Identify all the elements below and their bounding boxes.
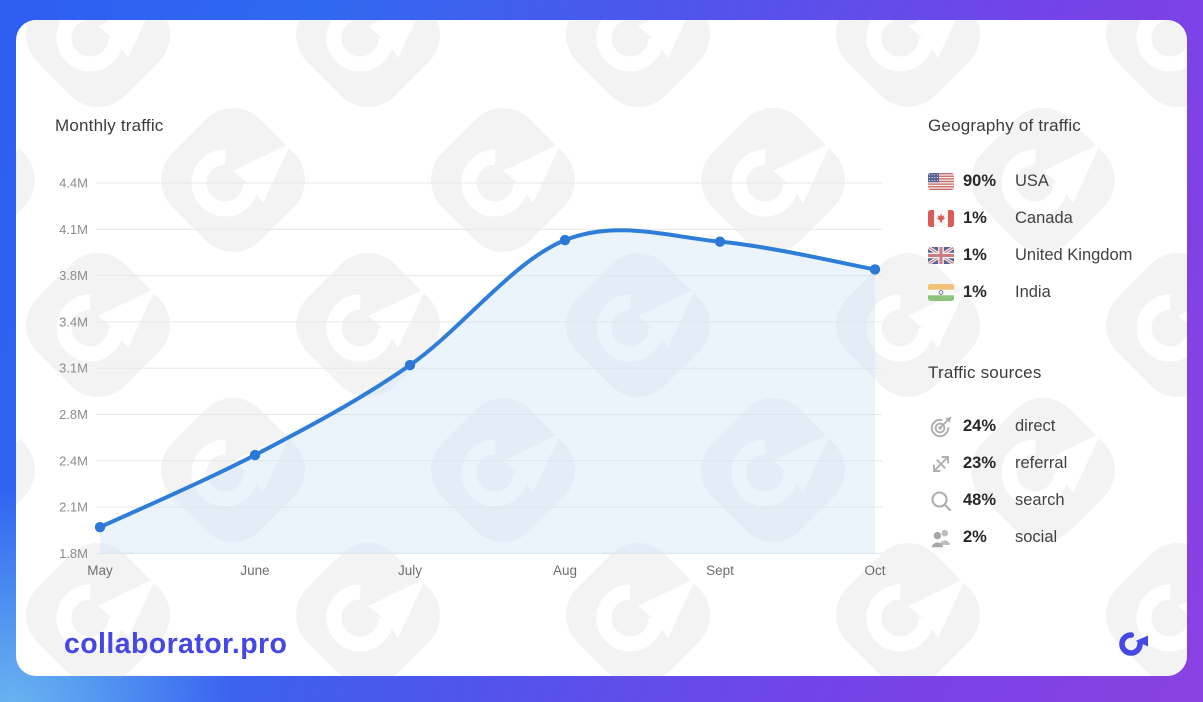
source-row: 23% referral <box>928 445 1186 482</box>
data-point-june[interactable] <box>249 449 261 461</box>
traffic-report-card: Monthly traffic 4.4M 4.1M 3.8M 3.4M 3.1M 2.8M… <box>16 20 1187 676</box>
collaborator-logo-icon <box>1119 632 1148 656</box>
data-point-may[interactable] <box>94 521 106 533</box>
y-axis-tick-label: 2.1M <box>59 500 88 515</box>
percent-value: 2% <box>963 528 987 546</box>
data-point-oct[interactable] <box>869 264 881 275</box>
y-axis-tick-label: 4.1M <box>59 222 88 237</box>
y-axis-tick-label: 3.4M <box>59 314 88 329</box>
y-axis-tick-label: 4.4M <box>59 176 88 191</box>
percent-value: 48% <box>963 491 997 509</box>
percent-value: 1% <box>963 209 987 227</box>
percent-value: 24% <box>963 417 997 435</box>
x-axis-tick-label: June <box>240 563 269 578</box>
x-axis-tick-label: May <box>87 563 113 578</box>
y-axis-tick-label: 1.8M <box>59 546 88 561</box>
data-point-aug[interactable] <box>559 234 571 246</box>
chart-title: Monthly traffic <box>55 116 164 135</box>
geography-title: Geography of traffic <box>928 116 1081 135</box>
x-axis-tick-label: Oct <box>864 563 885 578</box>
data-point-july[interactable] <box>404 359 416 371</box>
percent-value: 1% <box>963 283 987 301</box>
country-name: United Kingdom <box>1015 246 1133 264</box>
source-name: search <box>1015 491 1065 509</box>
brand-link[interactable]: collaborator.pro <box>64 628 288 660</box>
source-name: direct <box>1015 417 1056 435</box>
referral-arrows-icon <box>928 455 954 472</box>
percent-value: 23% <box>963 454 997 472</box>
india-flag-icon <box>928 284 954 301</box>
target-icon <box>928 416 954 437</box>
monthly-traffic-chart: 4.4M 4.1M 3.8M 3.4M 3.1M 2.8M 2.4M 2.1M 1.8M May J… <box>40 146 890 591</box>
country-name: USA <box>1015 172 1049 190</box>
percent-value: 90% <box>963 172 997 190</box>
uk-flag-icon <box>928 247 954 264</box>
country-name: Canada <box>1015 209 1073 227</box>
canada-flag-icon <box>928 210 954 227</box>
x-axis-tick-label: Aug <box>553 563 577 578</box>
source-row: 48% search <box>928 482 1186 519</box>
x-axis-tick-label: July <box>398 563 422 578</box>
logo-watermark-pattern <box>16 20 1187 676</box>
source-row: 2% social <box>928 519 1186 556</box>
sources-title: Traffic sources <box>928 363 1042 382</box>
source-name: referral <box>1015 454 1068 472</box>
area-fill <box>100 230 875 554</box>
y-axis-tick-label: 2.4M <box>59 453 88 468</box>
y-axis-tick-label: 2.8M <box>59 407 88 422</box>
traffic-line <box>98 228 877 530</box>
percent-value: 1% <box>963 246 987 264</box>
sources-list: 24% direct 23% referral 48% search 2% social <box>928 408 1186 556</box>
usa-flag-icon <box>928 173 954 190</box>
y-axis-tick-label: 3.8M <box>59 268 88 283</box>
geography-row: 1% United Kingdom <box>928 237 1186 274</box>
source-name: social <box>1015 528 1058 546</box>
source-row: 24% direct <box>928 408 1186 445</box>
search-icon <box>928 490 954 511</box>
y-axis-tick-label: 3.1M <box>59 361 88 376</box>
geography-list: 90% USA 1% Canada 1% United Kingdom 1% India <box>928 163 1186 311</box>
geography-row: 90% USA <box>928 163 1186 200</box>
country-name: India <box>1015 283 1051 301</box>
data-point-sept[interactable] <box>714 236 726 247</box>
geography-row: 1% India <box>928 274 1186 311</box>
x-axis-tick-label: Sept <box>706 563 734 578</box>
geography-row: 1% Canada <box>928 200 1186 237</box>
social-people-icon <box>928 529 954 547</box>
